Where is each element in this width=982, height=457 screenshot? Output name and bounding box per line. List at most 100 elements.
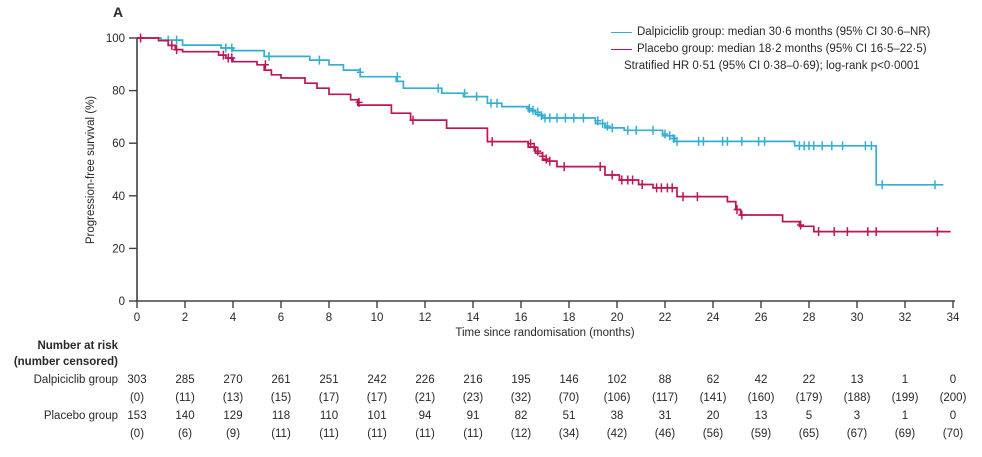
panel-label: A	[113, 4, 124, 20]
x-tick-label: 22	[659, 312, 672, 324]
censored-value: (188)	[843, 392, 871, 404]
x-tick-label: 10	[371, 312, 384, 324]
dalpiciclib-line-swatch-icon	[611, 32, 632, 33]
legend: Dalpiciclib group: median 30·6 months (9…	[611, 24, 930, 75]
censored-value: (9)	[225, 428, 241, 440]
x-tick-label: 18	[563, 312, 576, 324]
x-tick-label: 4	[230, 312, 237, 324]
at-risk-value: 102	[607, 374, 627, 386]
censored-value: (11)	[463, 428, 483, 440]
censor-marks-placebo	[137, 33, 941, 237]
at-risk-value: 251	[319, 374, 339, 386]
at-risk-value: 101	[367, 410, 387, 422]
censored-value: (21)	[414, 392, 436, 404]
censored-value: (11)	[319, 428, 339, 440]
at-risk-value: 261	[271, 374, 291, 386]
at-risk-value: 110	[319, 410, 339, 422]
x-tick-label: 24	[707, 312, 720, 324]
x-tick-label: 14	[467, 312, 480, 324]
placebo-line-swatch-icon	[611, 49, 632, 50]
legend-label: Dalpiciclib group: median 30·6 months (9…	[637, 26, 931, 38]
x-tick-label: 6	[278, 312, 284, 324]
at-risk-value: 22	[802, 374, 816, 386]
x-tick-label: 8	[326, 312, 332, 324]
at-risk-value: 129	[223, 410, 243, 422]
censored-value: (106)	[603, 392, 631, 404]
censored-value: (11)	[175, 392, 195, 404]
risk-row-label-dalpiciclib: Dalpiciclib group	[33, 374, 118, 386]
censored-value: (117)	[652, 392, 678, 404]
y-tick-label: 0	[119, 296, 125, 308]
legend-label: Placebo group: median 18·2 months (95% C…	[637, 43, 927, 55]
at-risk-value: 270	[223, 374, 243, 386]
censored-value: (15)	[270, 392, 292, 404]
censored-value: (69)	[894, 428, 916, 440]
censored-value: (6)	[177, 428, 193, 440]
legend-item-placebo: Placebo group: median 18·2 months (95% C…	[611, 41, 930, 58]
censored-value: (67)	[846, 428, 868, 440]
x-tick-label: 26	[755, 312, 768, 324]
censored-value: (199)	[891, 392, 919, 404]
y-tick-label: 100	[106, 33, 125, 45]
censored-value: (32)	[510, 392, 532, 404]
at-risk-value: 285	[175, 374, 195, 386]
at-risk-value: 82	[514, 410, 528, 422]
at-risk-value: 3	[853, 410, 861, 422]
censored-value: (12)	[510, 428, 532, 440]
at-risk-value: 5	[805, 410, 813, 422]
legend-hr-note: Stratified HR 0·51 (95% CI 0·38–0·69); l…	[611, 58, 930, 75]
at-risk-value: 1	[901, 374, 909, 386]
x-tick-label: 0	[134, 312, 140, 324]
censored-value: (0)	[129, 392, 145, 404]
x-axis-label: Time since randomisation (months)	[455, 327, 635, 339]
x-tick-label: 20	[611, 312, 624, 324]
risk-row-label-placebo: Placebo group	[43, 410, 118, 422]
y-tick-label: 20	[112, 243, 125, 255]
censored-value: (56)	[702, 428, 724, 440]
censored-value: (70)	[558, 392, 580, 404]
censored-value: (0)	[129, 428, 145, 440]
censored-value: (34)	[558, 428, 580, 440]
axis-spines	[136, 38, 955, 302]
censored-value: (141)	[699, 392, 727, 404]
censored-value: (160)	[747, 392, 775, 404]
censored-value: (17)	[366, 392, 388, 404]
y-tick-label: 60	[112, 138, 125, 150]
y-tick-label: 40	[112, 191, 125, 203]
censored-value: (42)	[606, 428, 628, 440]
censored-value: (13)	[222, 392, 244, 404]
x-tick-label: 16	[515, 312, 528, 324]
at-risk-value: 51	[562, 410, 576, 422]
at-risk-value: 242	[367, 374, 387, 386]
at-risk-value: 195	[511, 374, 531, 386]
x-tick-label: 12	[419, 312, 432, 324]
at-risk-value: 303	[127, 374, 147, 386]
at-risk-value: 38	[610, 410, 624, 422]
at-risk-value: 1	[901, 410, 909, 422]
legend-item-dalpiciclib: Dalpiciclib group: median 30·6 months (9…	[611, 24, 930, 41]
at-risk-value: 20	[706, 410, 720, 422]
at-risk-value: 62	[706, 374, 720, 386]
hr-note-text: Stratified HR 0·51 (95% CI 0·38–0·69); l…	[624, 60, 920, 72]
censored-value: (11)	[271, 428, 291, 440]
at-risk-value: 42	[754, 374, 768, 386]
y-tick-label: 80	[112, 86, 125, 98]
x-tick-label: 32	[899, 312, 912, 324]
censored-value: (179)	[795, 392, 823, 404]
at-risk-value: 226	[415, 374, 435, 386]
x-tick-label: 28	[803, 312, 816, 324]
x-tick-label: 2	[182, 312, 188, 324]
at-risk-value: 13	[850, 374, 864, 386]
risk-table-header-1: Number at risk	[37, 340, 118, 352]
at-risk-value: 0	[949, 374, 957, 386]
at-risk-value: 153	[127, 410, 147, 422]
censored-value: (23)	[462, 392, 484, 404]
at-risk-value: 140	[175, 410, 195, 422]
censored-value: (46)	[654, 428, 676, 440]
at-risk-value: 91	[466, 410, 480, 422]
x-tick-label: 34	[947, 312, 960, 324]
at-risk-value: 0	[949, 410, 957, 422]
censored-value: (200)	[939, 392, 967, 404]
x-tick-label: 30	[851, 312, 864, 324]
